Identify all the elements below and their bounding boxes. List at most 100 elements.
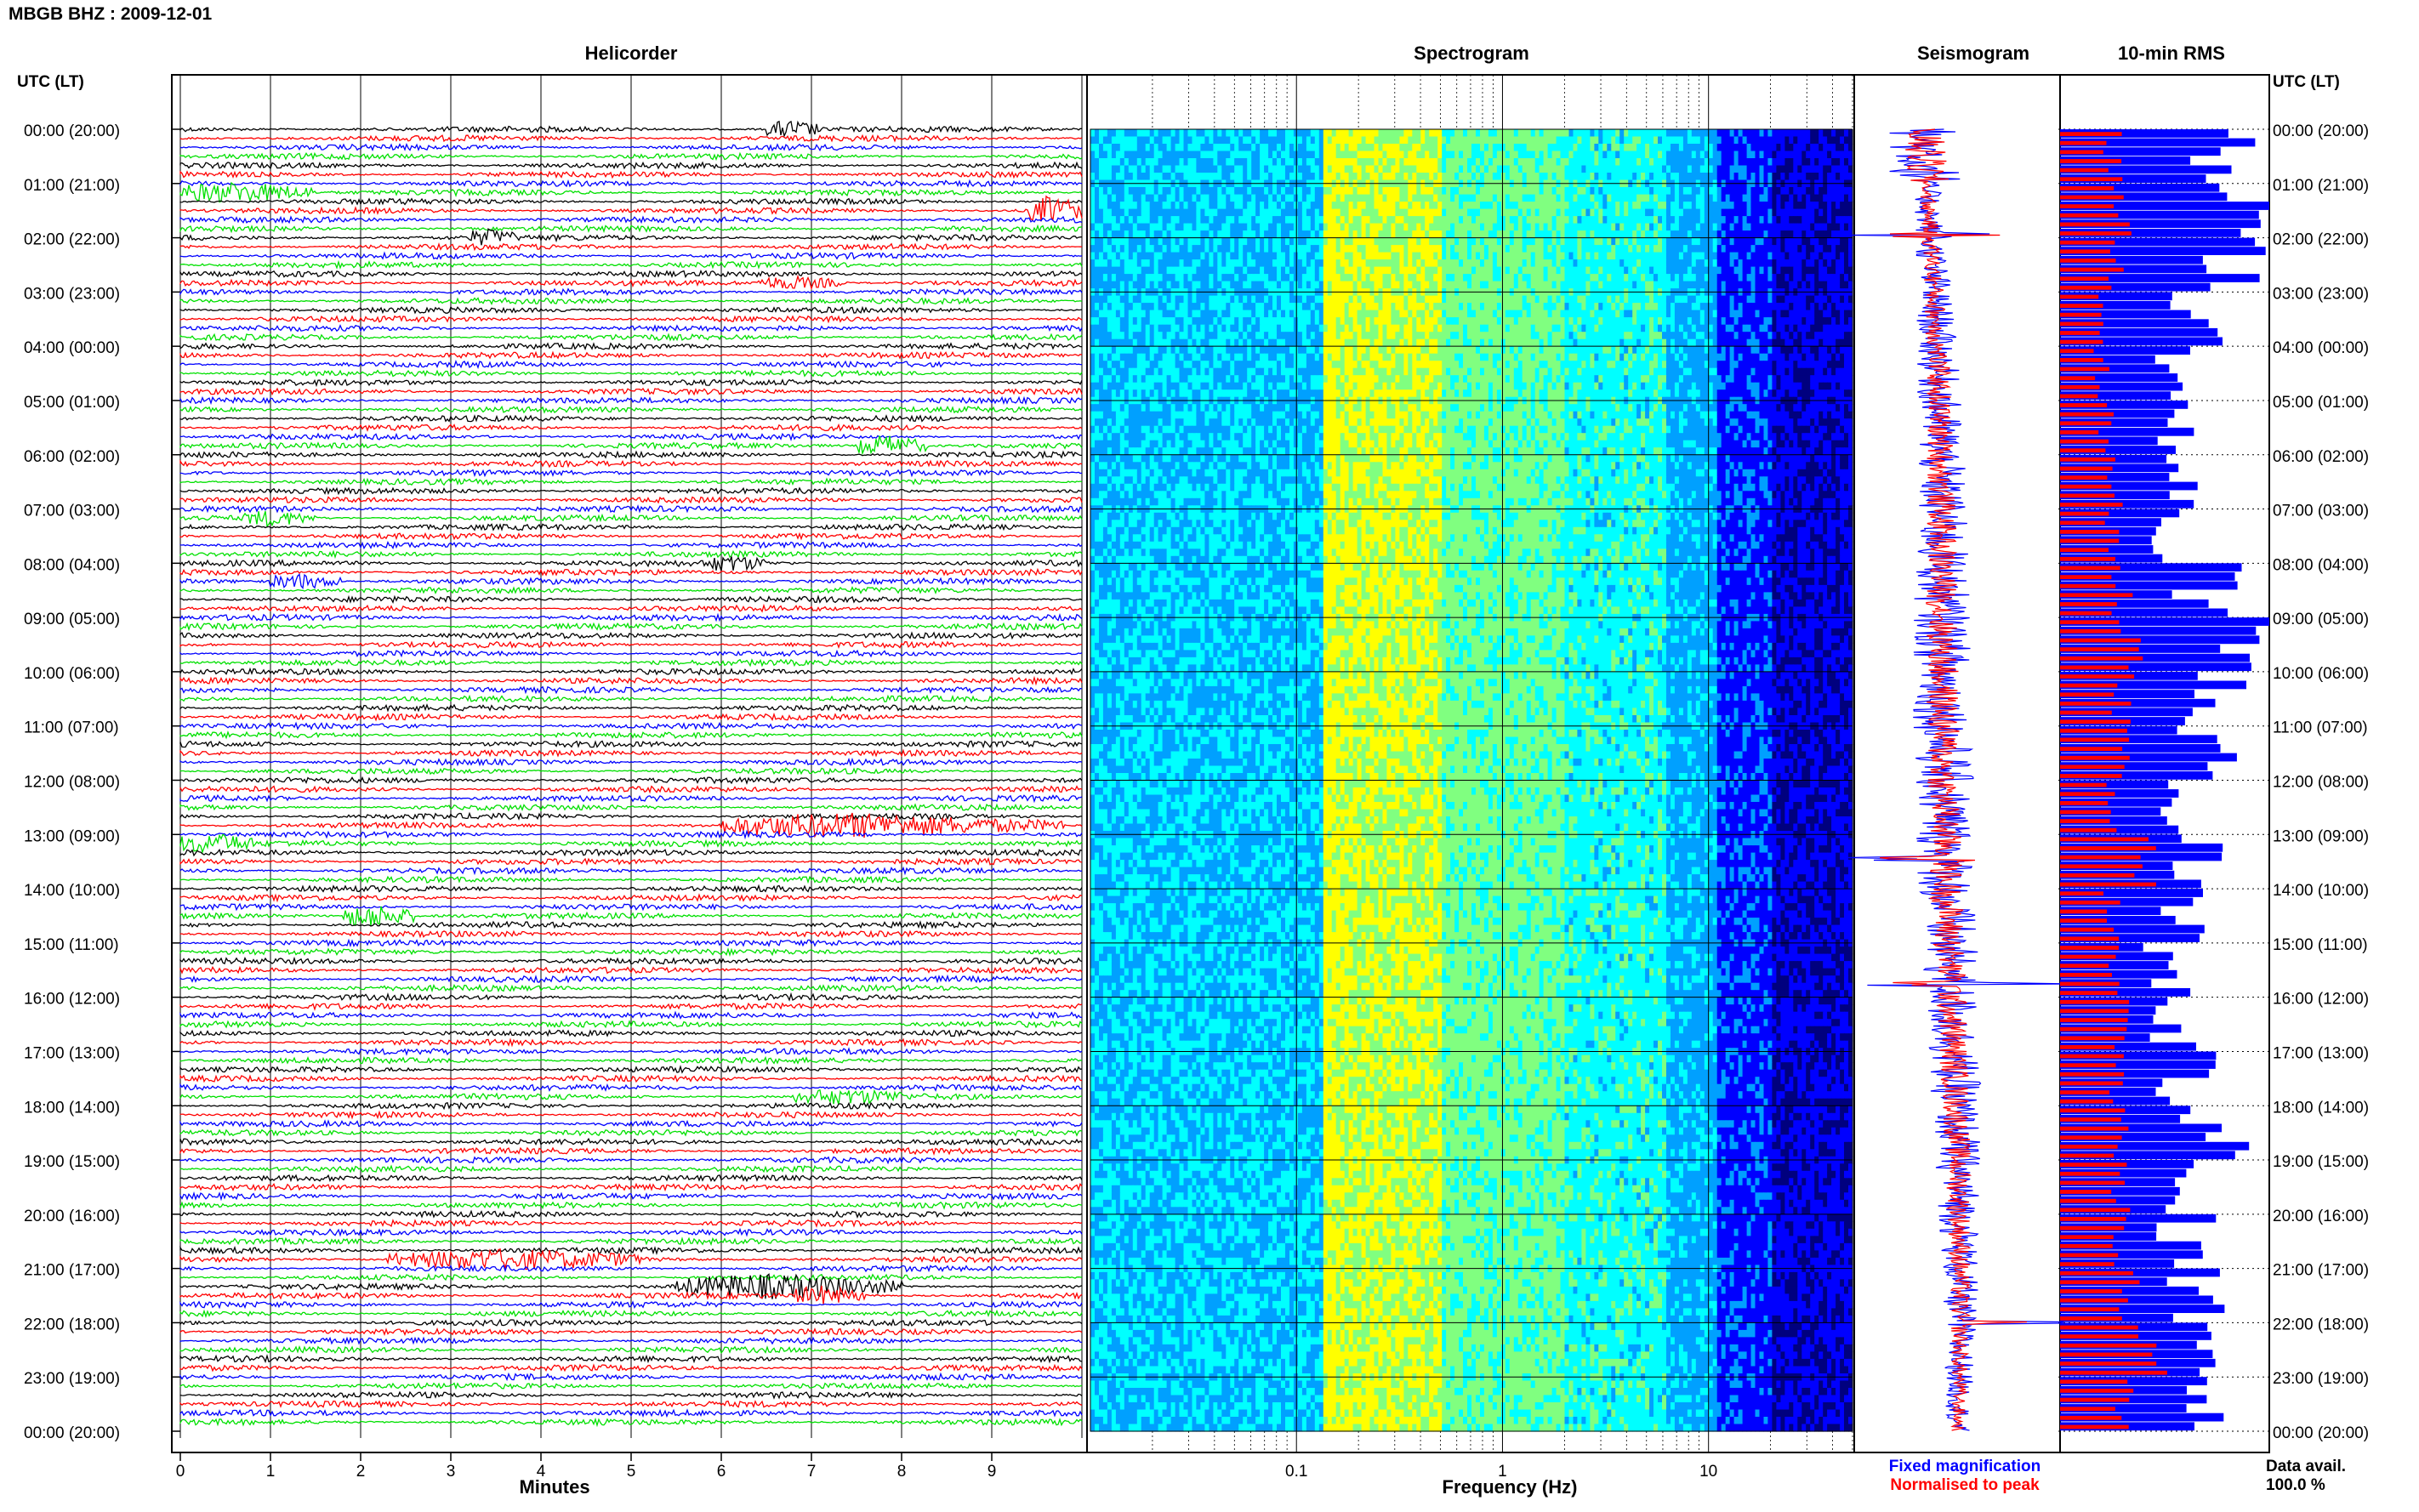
spectrogram-cell [1806,158,1811,166]
spectrogram-cell [1467,137,1472,145]
spectrogram-cell [1739,151,1744,159]
spectrogram-cell [1743,187,1748,195]
spectrogram-cell [1116,129,1121,137]
spectrogram-cell [1213,158,1218,166]
spectrogram-cell [1429,158,1434,166]
spectrogram-cell [1379,195,1384,202]
spectrogram-cell [1221,230,1227,238]
spectrogram-cell [1188,267,1193,275]
spectrogram-cell [1722,166,1727,173]
spectrogram-cell [1751,245,1756,253]
spectrogram-cell [1739,173,1744,180]
spectrogram-cell [1311,144,1316,151]
spectrogram-cell [1814,187,1819,195]
spectrogram-cell [1200,238,1205,246]
spectrogram-cell [1272,195,1278,202]
spectrogram-cell [1247,253,1252,260]
spectrogram-cell [1192,187,1198,195]
spectrogram-cell [1484,144,1489,151]
spectrogram-cell [1234,202,1239,209]
spectrogram-cell [1688,253,1693,260]
spectrogram-cell [1306,230,1312,238]
spectrogram-cell [1328,267,1333,275]
spectrogram-cell [1722,267,1727,275]
spectrogram-cell [1666,151,1671,159]
spectrogram-cell [1192,158,1198,166]
spectrogram-cell [1416,129,1421,137]
spectrogram-cell [1540,195,1545,202]
spectrogram-cell [1709,238,1714,246]
spectrogram-cell [1784,209,1790,217]
spectrogram-cell [1619,238,1625,246]
spectrogram-cell [1446,274,1451,281]
spectrogram-cell [1370,129,1375,137]
spectrogram-cell [1120,274,1125,281]
spectrogram-cell [1827,129,1832,137]
spectrogram-cell [1497,209,1502,217]
spectrogram-cell [1840,202,1845,209]
spectrogram-cell [1760,151,1765,159]
spectrogram-cell [1268,144,1273,151]
spectrogram-cell [1645,173,1650,180]
spectrogram-cell [1653,209,1659,217]
spectrogram-cell [1565,166,1570,173]
spectrogram-cell [1425,187,1430,195]
spectrogram-cell [1454,129,1460,137]
spectrogram-cell [1277,209,1282,217]
spectrogram-cell [1692,144,1697,151]
spectrogram-cell [1336,137,1341,145]
spectrogram-cell [1370,216,1375,224]
spectrogram-cell [1577,129,1582,137]
spectrogram-cell [1653,202,1659,209]
spectrogram-cell [1780,173,1785,180]
spectrogram-cell [1836,202,1841,209]
spectrogram-cell [1540,224,1545,231]
spectrogram-cell [1730,245,1735,253]
spectrogram-cell [1467,230,1472,238]
spectrogram-cell [1116,187,1121,195]
spectrogram-cell [1688,195,1693,202]
spectrogram-cell [1709,224,1714,231]
spectrogram-cell [1450,151,1455,159]
spectrogram-cell [1726,158,1731,166]
spectrogram-cell [1357,187,1363,195]
spectrogram-cell [1370,224,1375,231]
spectrogram-cell [1688,187,1693,195]
spectrogram-cell [1598,202,1603,209]
spectrogram-cell [1641,209,1646,217]
spectrogram-cell [1662,187,1667,195]
spectrogram-cell [1362,151,1367,159]
spectrogram-cell [1450,166,1455,173]
spectrogram-cell [1328,216,1333,224]
spectrogram-cell [1569,216,1574,224]
spectrogram-cell [1446,151,1451,159]
spectrogram-cell [1112,253,1117,260]
spectrogram-cell [1764,151,1769,159]
spectrogram-cell [1146,209,1151,217]
spectrogram-cell [1722,187,1727,195]
spectrogram-cell [1213,129,1218,137]
spectrogram-cell [1743,253,1748,260]
spectrogram-cell [1184,216,1189,224]
spectrogram-cell [1379,238,1384,246]
spectrogram-cell [1328,129,1333,137]
spectrogram-cell [1425,259,1430,267]
spectrogram-cell [1120,129,1125,137]
spectrogram-cell [1357,166,1363,173]
spectrogram-cell [1255,267,1261,275]
spectrogram-cell [1260,216,1265,224]
spectrogram-cell [1577,173,1582,180]
spectrogram-cell [1285,202,1290,209]
spectrogram-cell [1480,245,1485,253]
spectrogram-cell [1391,166,1396,173]
spectrogram-cell [1569,187,1574,195]
spectrogram-cell [1209,158,1214,166]
spectrogram-cell [1180,238,1185,246]
spectrogram-cell [1810,245,1815,253]
spectrogram-cell [1188,238,1193,246]
spectrogram-cell [1675,158,1680,166]
spectrogram-cell [1819,173,1824,180]
spectrogram-cell [1764,187,1769,195]
spectrogram-cell [1565,137,1570,145]
spectrogram-cell [1844,166,1849,173]
